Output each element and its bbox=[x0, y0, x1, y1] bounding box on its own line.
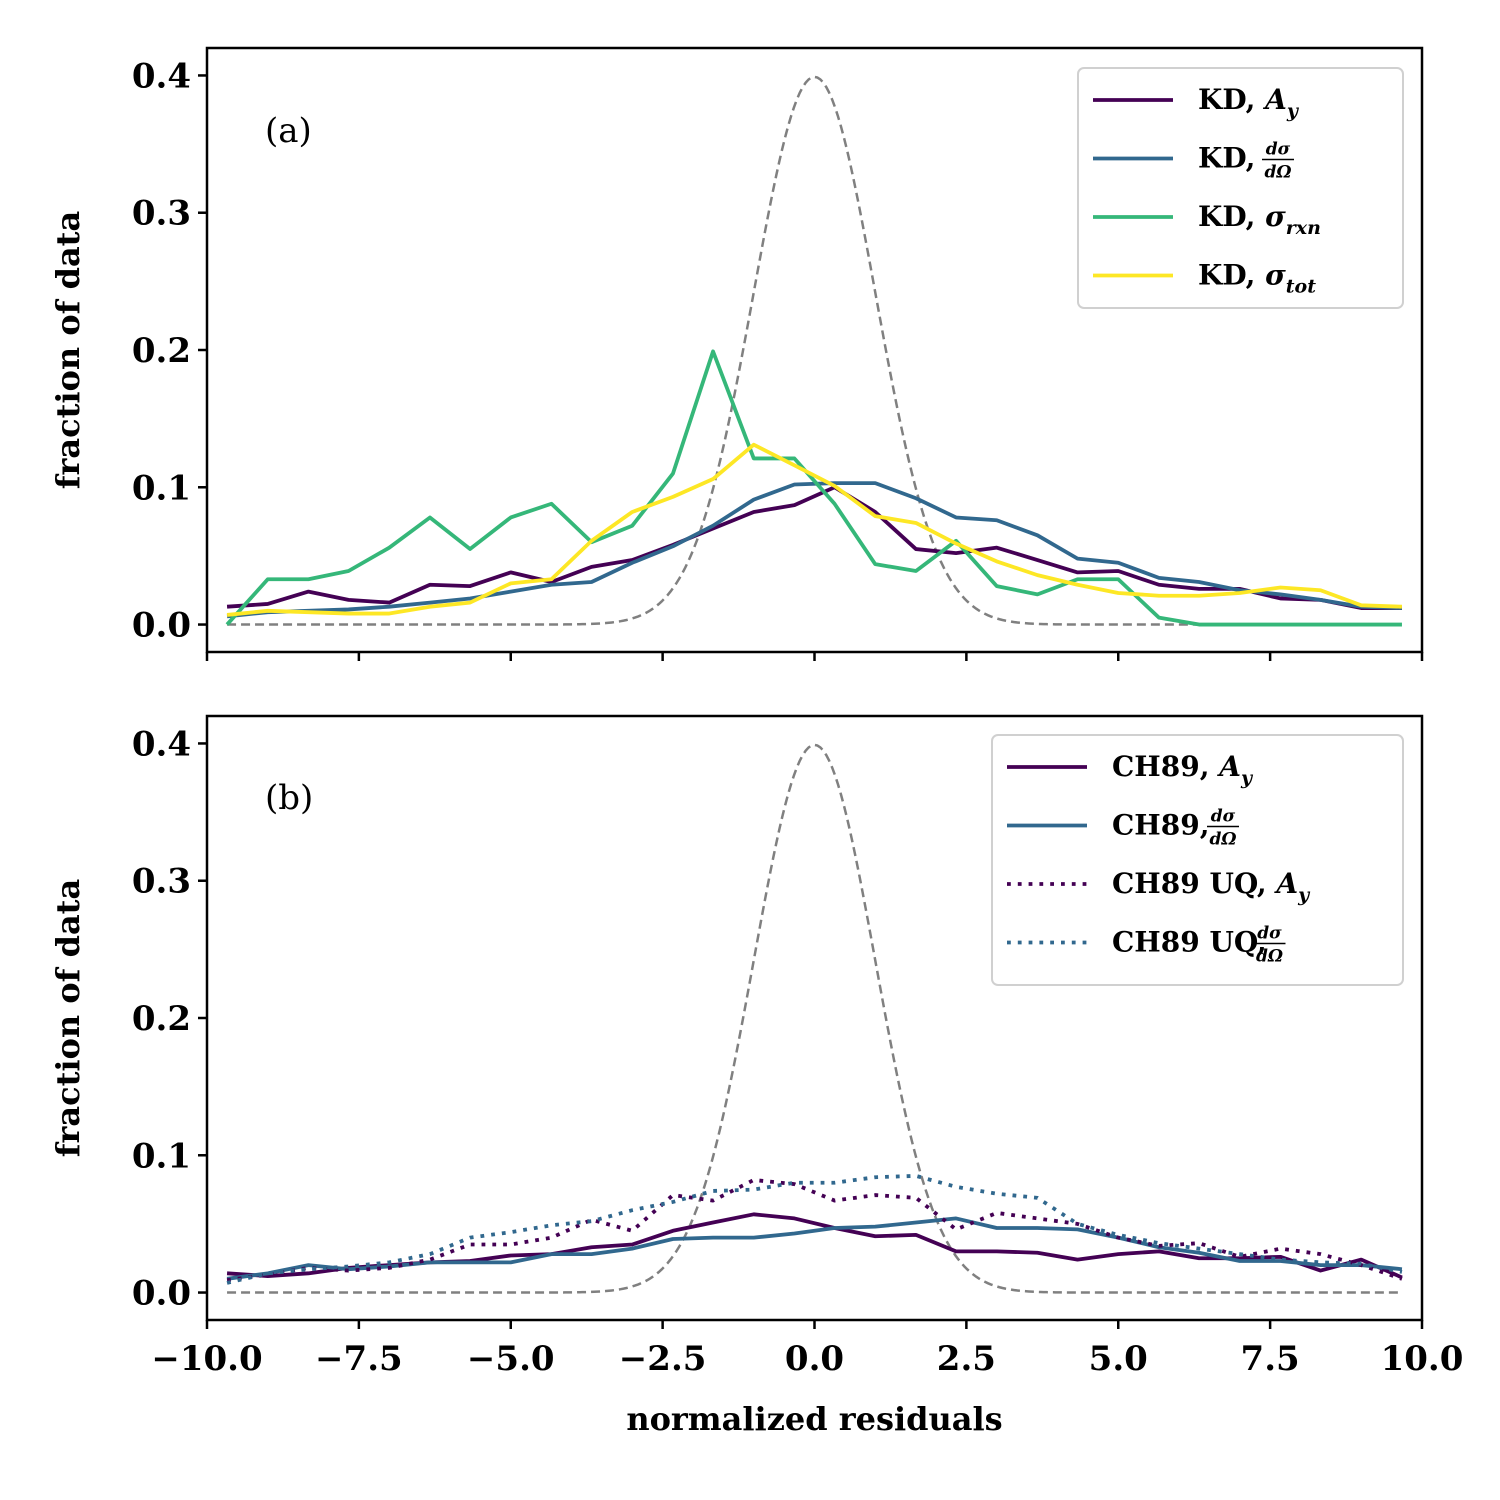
panel-label: (a) bbox=[265, 111, 312, 151]
y-tick-label: 0.3 bbox=[132, 194, 191, 234]
x-axis-label: normalized residuals bbox=[626, 1400, 1002, 1438]
x-axis: −10.0 −7.5 −5.0 −2.5 0.0 2.5 5.0 7.5 10.0 bbox=[151, 1320, 1463, 1379]
series-line-3 bbox=[225, 349, 1402, 627]
x-tick-label: 0.0 bbox=[785, 1339, 844, 1379]
x-tick-label: −5.0 bbox=[467, 1339, 555, 1379]
legend-item: KD, σrxn bbox=[1093, 200, 1321, 239]
series-line-1 bbox=[226, 1212, 1403, 1280]
legend-label: KD, σrxn bbox=[1198, 200, 1321, 239]
y-tick-label: 0.0 bbox=[132, 1274, 191, 1314]
legend-fraction-numerator: dσ bbox=[1211, 807, 1236, 827]
y-axis: 0.0 0.1 0.2 0.3 0.4 bbox=[132, 56, 207, 646]
legend-item: KD, σtot bbox=[1093, 259, 1316, 298]
series-line-4 bbox=[226, 442, 1403, 617]
legend-item: KD, Ay bbox=[1093, 83, 1300, 122]
legend-label: CH89, bbox=[1112, 809, 1209, 842]
legend-fraction-numerator: dσ bbox=[1257, 924, 1282, 944]
legend-fraction-denominator: dΩ bbox=[1209, 830, 1236, 850]
legend-item: CH89, dσ dΩ bbox=[1007, 807, 1239, 850]
legend-label: CH89 UQ, Ay bbox=[1112, 867, 1311, 906]
x-axis bbox=[205, 652, 1424, 661]
x-tick-label: −2.5 bbox=[619, 1339, 707, 1379]
legend-item: CH89, Ay bbox=[1007, 750, 1254, 789]
y-tick-label: 0.2 bbox=[132, 331, 191, 371]
y-tick-label: 0.4 bbox=[132, 724, 191, 764]
y-tick-label: 0.4 bbox=[132, 56, 191, 96]
legend: KD, Ay KD, dσ dΩ KD, σrxn KD, σtot bbox=[1077, 67, 1404, 309]
x-tick-label: 2.5 bbox=[937, 1339, 996, 1379]
legend: CH89, Ay CH89, dσ dΩ CH89 UQ, Ay CH89 UQ, dσ… bbox=[991, 734, 1404, 986]
legend-label: KD, σtot bbox=[1198, 259, 1316, 298]
y-tick-label: 0.3 bbox=[132, 862, 191, 902]
y-tick-label: 0.2 bbox=[132, 999, 191, 1039]
series-line-3 bbox=[226, 1178, 1403, 1283]
panel-b: 0.0 0.1 0.2 0.3 0.4 −10.0 −7.5 −5.0 −2.5 0.0 2.5 5.… bbox=[49, 714, 1463, 1438]
legend-item: CH89 UQ, Ay bbox=[1007, 867, 1311, 906]
panel-a: 0.0 0.1 0.2 0.3 0.4 fraction of data (a) KD, Ay… bbox=[49, 46, 1424, 661]
y-tick-label: 0.0 bbox=[132, 606, 191, 646]
legend-fraction-denominator: dΩ bbox=[1264, 163, 1291, 183]
y-axis-label: fraction of data bbox=[49, 879, 87, 1157]
legend-fraction-denominator: dΩ bbox=[1256, 947, 1283, 967]
x-tick-label: 7.5 bbox=[1241, 1339, 1300, 1379]
series-line-2 bbox=[226, 1216, 1403, 1281]
plot-area bbox=[226, 743, 1403, 1294]
legend-label: CH89, Ay bbox=[1112, 750, 1254, 789]
legend-fraction-numerator: dσ bbox=[1266, 140, 1291, 160]
legend-frame bbox=[1077, 67, 1404, 309]
legend-item: CH89 UQ, dσ dΩ bbox=[1007, 924, 1286, 967]
y-axis-label: fraction of data bbox=[49, 211, 87, 489]
legend-label: KD, Ay bbox=[1198, 83, 1300, 122]
legend-label: CH89 UQ, bbox=[1112, 926, 1267, 959]
y-axis: 0.0 0.1 0.2 0.3 0.4 bbox=[132, 724, 207, 1314]
y-tick-label: 0.1 bbox=[132, 468, 191, 508]
panel-label: (b) bbox=[265, 778, 313, 818]
x-tick-label: −7.5 bbox=[315, 1339, 403, 1379]
plot-area bbox=[225, 75, 1403, 627]
y-tick-label: 0.1 bbox=[132, 1136, 191, 1176]
x-tick-label: −10.0 bbox=[151, 1339, 262, 1379]
x-tick-label: 5.0 bbox=[1089, 1339, 1148, 1379]
legend-label: KD, bbox=[1198, 142, 1255, 175]
legend-item: KD, dσ dΩ bbox=[1093, 140, 1294, 183]
series-line-1 bbox=[226, 485, 1402, 610]
x-tick-label: 10.0 bbox=[1381, 1339, 1464, 1379]
legend-frame bbox=[991, 734, 1404, 986]
